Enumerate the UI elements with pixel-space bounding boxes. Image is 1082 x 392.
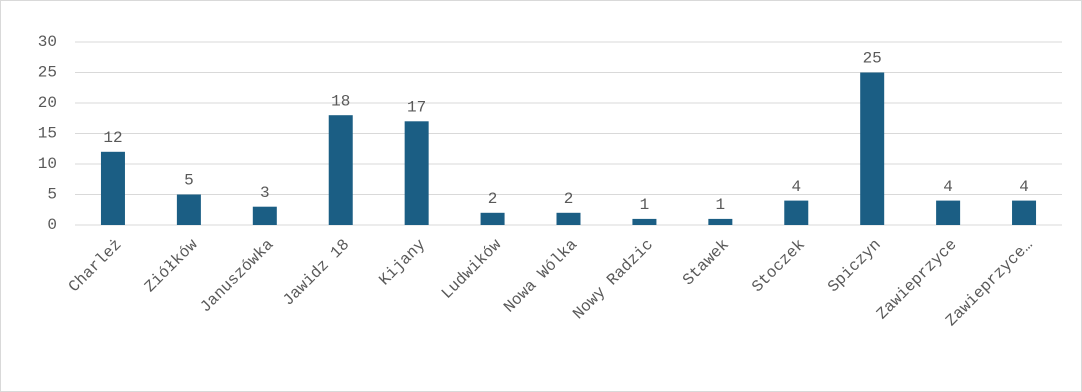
y-tick-label: 15 — [38, 125, 57, 143]
y-tick-label: 0 — [47, 216, 57, 234]
y-tick-label: 20 — [38, 94, 57, 112]
data-label: 12 — [103, 129, 122, 147]
data-label: 5 — [184, 172, 194, 190]
bar — [860, 72, 885, 225]
bar — [480, 212, 505, 225]
y-tick-label: 30 — [38, 33, 57, 51]
bar — [784, 200, 809, 225]
bar — [1012, 200, 1037, 225]
data-label: 1 — [640, 196, 650, 214]
bar — [708, 218, 733, 225]
bar — [936, 200, 961, 225]
bar — [252, 206, 277, 225]
data-label: 18 — [331, 92, 350, 110]
bar — [556, 212, 581, 225]
data-label: 4 — [943, 178, 953, 196]
bar — [176, 194, 201, 225]
data-label: 25 — [863, 50, 882, 68]
data-label: 4 — [1019, 178, 1029, 196]
y-tick-label: 25 — [38, 64, 57, 82]
bar — [100, 151, 125, 225]
bar — [404, 121, 429, 225]
data-label: 17 — [407, 99, 426, 117]
data-label: 4 — [791, 178, 801, 196]
data-label: 1 — [716, 196, 726, 214]
bar — [328, 115, 353, 225]
bar — [632, 218, 657, 225]
y-tick-label: 10 — [38, 155, 57, 173]
data-label: 2 — [488, 190, 498, 208]
y-tick-label: 5 — [47, 186, 57, 204]
data-label: 2 — [564, 190, 574, 208]
data-label: 3 — [260, 184, 270, 202]
